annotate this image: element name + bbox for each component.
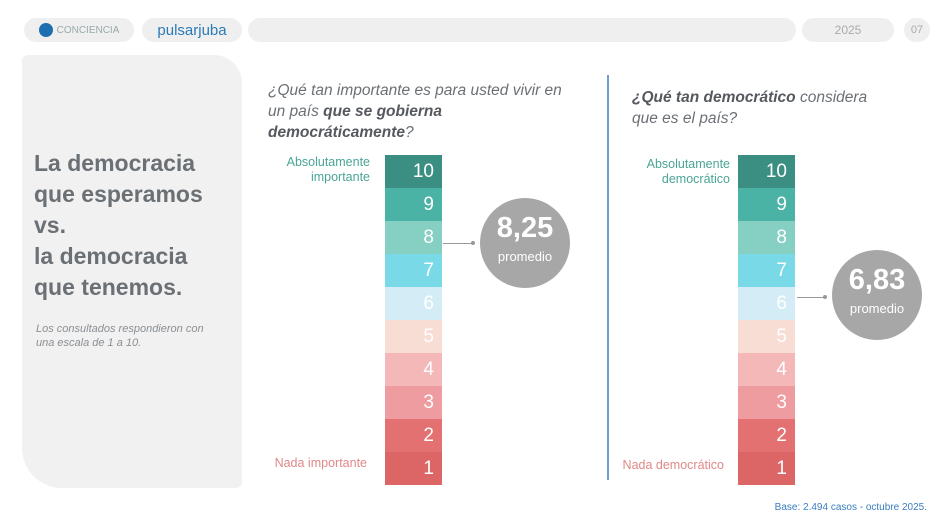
scale-segment: 2: [385, 419, 442, 452]
scale-segment: 3: [385, 386, 442, 419]
page-title: La democracia que esperamos vs. la democrac…: [34, 150, 203, 300]
pulsarjuba-logo: pulsarjuba: [142, 18, 242, 42]
scale-segment: 5: [385, 320, 442, 353]
q2-average-badge: 6,83 promedio: [832, 250, 922, 340]
conciencia-logo-icon: [38, 23, 53, 37]
scale-segment: 1: [385, 452, 442, 485]
scale-segment: 9: [385, 188, 442, 221]
scale-segment: 1: [738, 452, 795, 485]
scale-bar-2: 10 9 8 7 6 5 4 3 2 1: [738, 155, 795, 485]
scale-segment: 7: [385, 254, 442, 287]
q2-pointer-line: [797, 297, 825, 298]
scale-segment: 4: [385, 353, 442, 386]
scale-segment: 8: [738, 221, 795, 254]
footer-base: Base: 2.494 casos - octubre 2025.: [774, 502, 927, 513]
scale-segment: 6: [385, 287, 442, 320]
scale-segment: 3: [738, 386, 795, 419]
year-badge: 2025: [802, 18, 894, 42]
question-1: ¿Qué tan importante es para usted vivir …: [268, 82, 562, 141]
q1-average-badge: 8,25 promedio: [480, 198, 570, 288]
scale-segment: 4: [738, 353, 795, 386]
scale-segment: 9: [738, 188, 795, 221]
divider: [607, 75, 609, 480]
logo1-text: CONCIENCIA: [56, 24, 120, 36]
scale-note: Los consultados respondieron con una esc…: [36, 323, 204, 349]
scale-segment: 8: [385, 221, 442, 254]
scale-bar-1: 10 9 8 7 6 5 4 3 2 1: [385, 155, 442, 485]
q1-top-label: Absolutamente importante: [286, 155, 370, 184]
q2-bottom-label: Nada democrático: [622, 458, 724, 472]
scale-segment: 10: [385, 155, 442, 188]
q1-pointer-dot: [471, 241, 475, 245]
scale-segment: 7: [738, 254, 795, 287]
page-number: 07: [904, 18, 930, 42]
q1-bottom-label: Nada importante: [274, 456, 367, 470]
q1-pointer-line: [443, 243, 473, 244]
question-2: ¿Qué tan democrático considera que es el…: [632, 89, 868, 127]
q2-pointer-dot: [823, 295, 827, 299]
header-bar: [248, 18, 796, 42]
scale-segment: 6: [738, 287, 795, 320]
conciencia-logo: CONCIENCIA: [24, 18, 134, 42]
scale-segment: 10: [738, 155, 795, 188]
scale-segment: 2: [738, 419, 795, 452]
q2-top-label: Absolutamente democrático: [646, 157, 730, 186]
left-panel: [22, 55, 242, 488]
scale-segment: 5: [738, 320, 795, 353]
